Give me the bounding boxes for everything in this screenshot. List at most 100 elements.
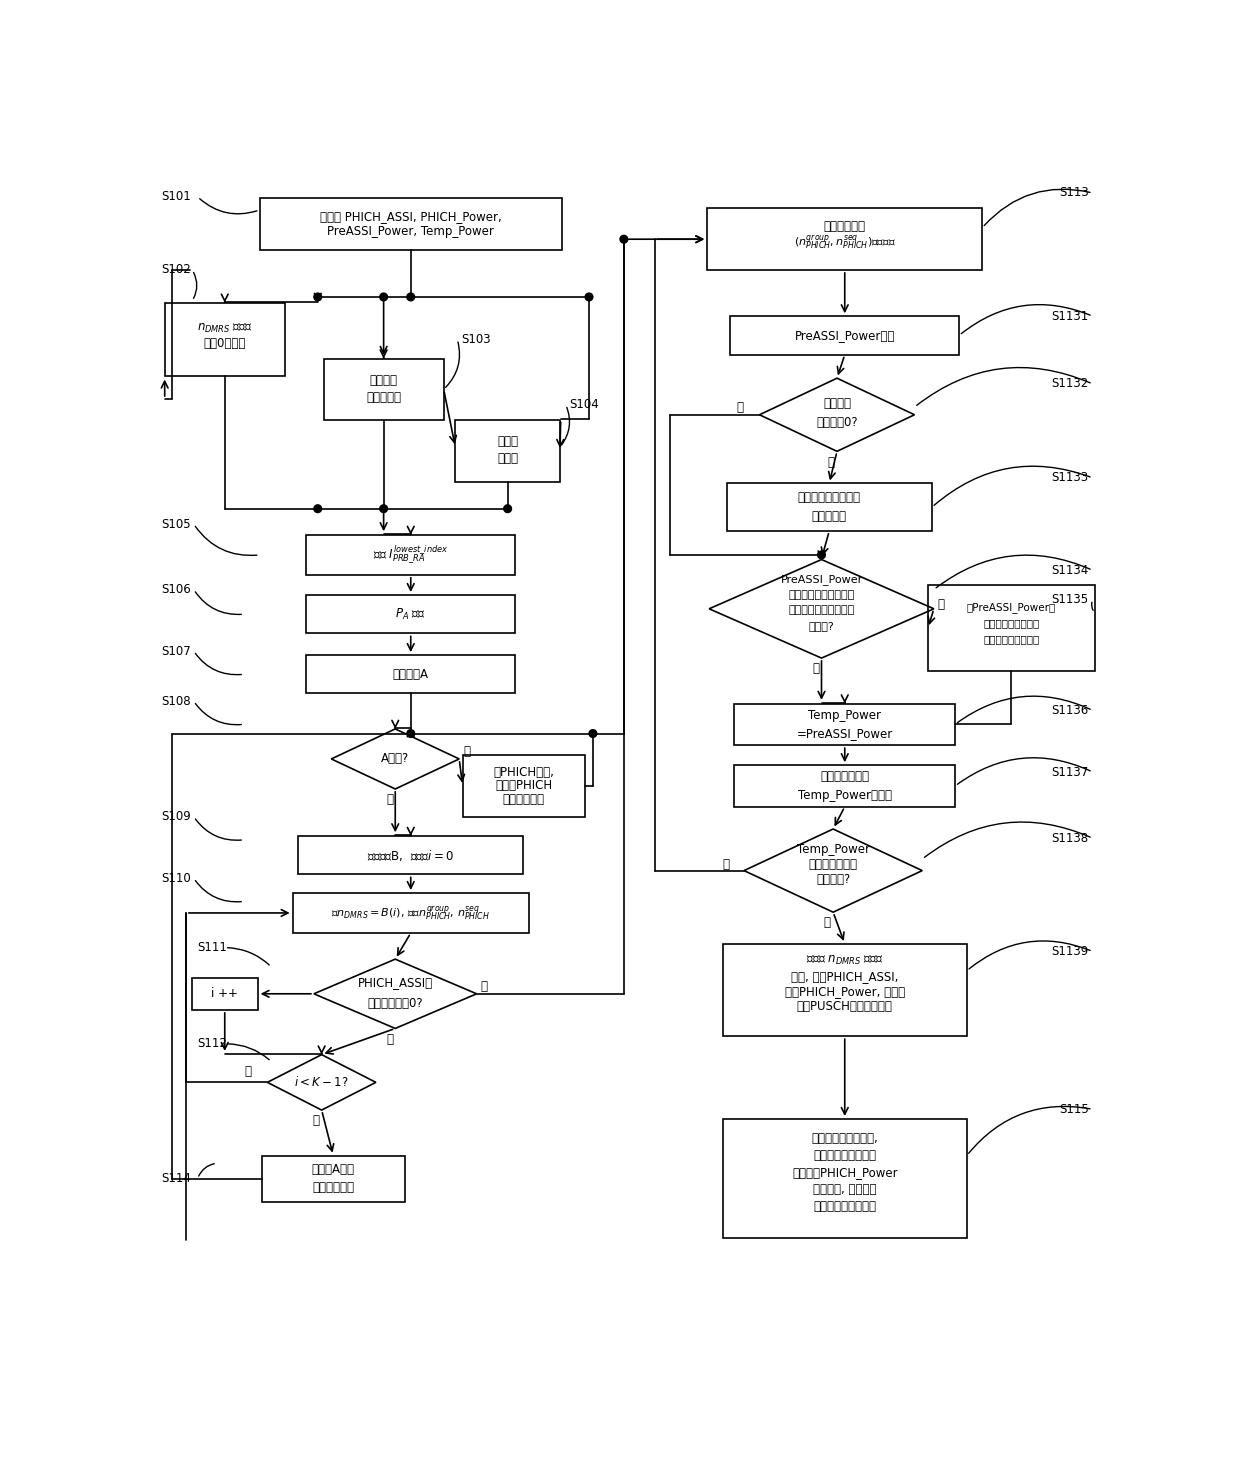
Text: 生成集合A: 生成集合A: [393, 667, 429, 681]
Text: $n_{DMRS}$ 取值必: $n_{DMRS}$ 取值必: [197, 323, 253, 334]
Text: 根据用户数调整: 根据用户数调整: [820, 770, 869, 783]
Bar: [723, 944, 967, 1036]
Text: 接收 $I_{PRB\_RA}^{lowest\_index}$: 接收 $I_{PRB\_RA}^{lowest\_index}$: [373, 543, 449, 567]
Text: 否: 否: [386, 793, 393, 807]
Bar: [306, 595, 516, 633]
Text: 取$n_{DMRS}=B(i)$, 计算$n_{PHICH}^{group}$, $n_{PHICH}^{seq}$: 取$n_{DMRS}=B(i)$, 计算$n_{PHICH}^{group}$,…: [331, 904, 490, 922]
Text: S115: S115: [1059, 1103, 1089, 1116]
Text: 否: 否: [312, 1114, 320, 1128]
Text: 须为0的用户: 须为0的用户: [203, 337, 246, 351]
Text: 根据组内用户数逐组: 根据组内用户数逐组: [813, 1148, 877, 1162]
Text: 余用户: 余用户: [497, 453, 518, 465]
Text: 功率差是否有超过一定: 功率差是否有超过一定: [789, 605, 854, 616]
Bar: [306, 534, 516, 574]
Bar: [723, 1119, 967, 1239]
Text: 较小的值提升至与较: 较小的值提升至与较: [983, 619, 1039, 629]
Text: 整体调整PHICH_Power: 整体调整PHICH_Power: [792, 1166, 898, 1180]
Text: S104: S104: [569, 398, 599, 411]
Text: 从集合A中去: 从集合A中去: [311, 1163, 355, 1175]
Text: 中的功率, 最终得到: 中的功率, 最终得到: [813, 1183, 877, 1196]
Text: S1134: S1134: [1052, 564, 1089, 577]
Text: S114: S114: [161, 1172, 191, 1185]
Text: $i<K-1$?: $i<K-1$?: [294, 1076, 348, 1089]
Text: 是: 是: [722, 858, 729, 870]
Text: 生成集合B,  初始化$i=0$: 生成集合B, 初始化$i=0$: [367, 848, 454, 863]
Text: Temp_Power的功率: Temp_Power的功率: [797, 789, 892, 802]
Text: S1136: S1136: [1052, 704, 1089, 716]
Bar: [730, 317, 959, 355]
Text: S105: S105: [161, 518, 191, 531]
Text: PreASSI_Power, Temp_Power: PreASSI_Power, Temp_Power: [327, 225, 495, 238]
Bar: [306, 656, 516, 694]
Text: $(n_{PHICH}^{group},n_{PHICH}^{seq})$对应位置: $(n_{PHICH}^{group},n_{PHICH}^{seq})$对应位…: [794, 234, 895, 252]
Text: 是: 是: [463, 744, 470, 758]
Text: S108: S108: [161, 694, 191, 707]
Text: 中所有用户两两之间的: 中所有用户两两之间的: [789, 591, 854, 599]
Text: 是: 是: [937, 598, 945, 611]
Text: 当前用户与准正交用: 当前用户与准正交用: [797, 491, 861, 505]
Text: 将PreASSI_Power中: 将PreASSI_Power中: [967, 602, 1056, 614]
Text: PreASSI_Power取值: PreASSI_Power取值: [795, 329, 895, 342]
Text: S1135: S1135: [1052, 593, 1089, 607]
Bar: [299, 836, 523, 875]
Text: 否: 否: [823, 916, 831, 929]
Text: 大值相差等于门限值: 大值相差等于门限值: [983, 633, 1039, 644]
Text: =PreASSI_Power: =PreASSI_Power: [796, 727, 893, 740]
Bar: [463, 755, 585, 817]
Text: 将当前 $n_{DMRS}$ 分配给: 将当前 $n_{DMRS}$ 分配给: [806, 955, 883, 968]
Text: 户功率提升: 户功率提升: [812, 511, 847, 522]
Bar: [727, 484, 932, 531]
Text: S106: S106: [161, 583, 191, 596]
Text: S1139: S1139: [1052, 944, 1089, 958]
Bar: [928, 585, 1095, 670]
Text: S103: S103: [461, 333, 491, 346]
Bar: [455, 420, 560, 482]
Text: 创建矩 PHICH_ASSI, PHICH_Power,: 创建矩 PHICH_ASSI, PHICH_Power,: [320, 210, 502, 222]
Text: 果给PUSCH资源分配模块: 果给PUSCH资源分配模块: [797, 1000, 893, 1014]
Text: 是: 是: [244, 1066, 252, 1077]
Text: 该用户PHICH: 该用户PHICH: [495, 780, 553, 792]
Text: A为空?: A为空?: [381, 752, 409, 765]
Text: 每个用户分配的功率: 每个用户分配的功率: [813, 1200, 877, 1212]
Text: S111: S111: [197, 941, 227, 955]
Text: 资源分配结束: 资源分配结束: [503, 793, 544, 807]
Text: 掉当前最小值: 掉当前最小值: [312, 1181, 355, 1194]
Text: 是: 是: [481, 980, 487, 993]
Text: S101: S101: [161, 191, 191, 203]
Text: S1137: S1137: [1052, 765, 1089, 778]
Text: 非自适应: 非自适应: [370, 373, 398, 386]
Text: 的位置是否为0?: 的位置是否为0?: [367, 996, 423, 1009]
Circle shape: [379, 293, 387, 300]
Text: 无PHICH资源,: 无PHICH资源,: [494, 765, 554, 778]
Text: 准正交位: 准正交位: [823, 398, 851, 410]
Bar: [734, 765, 955, 807]
Bar: [262, 1156, 405, 1202]
Text: Temp_Power: Temp_Power: [808, 709, 882, 722]
Text: S1133: S1133: [1052, 472, 1089, 484]
Text: S1132: S1132: [1052, 377, 1089, 391]
Bar: [165, 303, 285, 376]
Text: i ++: i ++: [211, 987, 238, 1000]
Bar: [293, 892, 529, 932]
Text: 是: 是: [737, 401, 743, 413]
Text: S102: S102: [161, 263, 191, 277]
Text: 将用户预分到: 将用户预分到: [823, 221, 866, 234]
Text: 用户, 更新PHICH_ASSI,: 用户, 更新PHICH_ASSI,: [791, 969, 899, 983]
Circle shape: [314, 505, 321, 512]
Text: S109: S109: [161, 810, 191, 823]
Text: 否: 否: [812, 663, 820, 675]
Text: S113: S113: [1059, 186, 1089, 200]
Text: 门限值?: 门限值?: [808, 620, 835, 630]
Text: 更新PHICH_Power, 反馈结: 更新PHICH_Power, 反馈结: [785, 986, 905, 998]
Circle shape: [589, 730, 596, 737]
Text: 功率上限?: 功率上限?: [816, 873, 851, 887]
Text: Temp_Power: Temp_Power: [796, 842, 869, 855]
Text: 其他剩: 其他剩: [497, 435, 518, 448]
Text: $P_A$ 获得: $P_A$ 获得: [396, 607, 427, 622]
Bar: [192, 978, 258, 1009]
Text: S112: S112: [197, 1037, 227, 1051]
Text: 组功率是否超过: 组功率是否超过: [808, 858, 858, 870]
Text: 否: 否: [386, 1033, 393, 1046]
Text: PreASSI_Power: PreASSI_Power: [780, 574, 863, 585]
Text: S1131: S1131: [1052, 309, 1089, 323]
